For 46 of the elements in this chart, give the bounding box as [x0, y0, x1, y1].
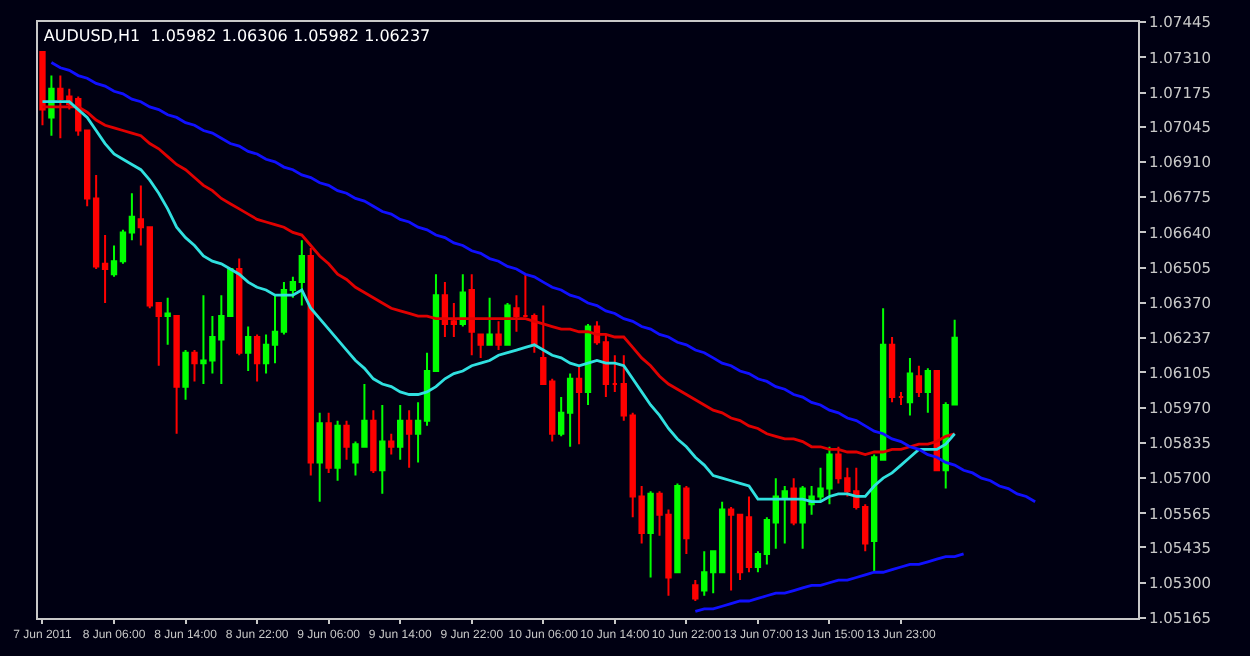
candlestick [191, 349, 198, 383]
candlestick [781, 485, 788, 545]
candlestick [405, 409, 413, 469]
candlestick [164, 296, 171, 346]
candlestick [906, 356, 914, 417]
candlestick [790, 477, 797, 527]
candlestick [343, 419, 350, 461]
candlestick [334, 419, 341, 482]
chart-title: AUDUSD,H1 1.05982 1.06306 1.05982 1.06237 [43, 26, 431, 45]
candlestick [566, 372, 574, 448]
candlestick [298, 239, 306, 307]
candlestick [486, 296, 493, 346]
candlestick [468, 273, 475, 357]
candlestick [504, 302, 511, 346]
candlestick [370, 409, 377, 474]
candlestick [253, 333, 261, 383]
candlestick [924, 367, 932, 414]
candlestick [683, 485, 690, 555]
candlestick [316, 411, 323, 503]
candlestick [397, 403, 404, 461]
candlestick [915, 364, 923, 399]
candlestick [495, 320, 502, 352]
candlestick [236, 257, 243, 357]
candlestick [897, 390, 905, 406]
line-series [693, 552, 965, 613]
candlestick [575, 364, 583, 446]
candlestick [173, 315, 180, 435]
candlestick [727, 505, 735, 592]
candlestick [611, 354, 619, 393]
candlestick [888, 336, 896, 404]
candlestick [39, 51, 46, 127]
candlestick [745, 495, 753, 574]
candlestick [701, 550, 708, 597]
line-series [50, 61, 1037, 504]
candlestick [379, 403, 386, 495]
candlestick [388, 432, 395, 456]
candlestick [692, 579, 699, 602]
candlestick [182, 349, 189, 401]
candlestick [647, 490, 654, 579]
candlestick [325, 411, 332, 474]
candlestick [244, 325, 252, 372]
candlestick [459, 273, 466, 328]
candlestick [307, 247, 314, 477]
candlestick [674, 482, 681, 574]
candlestick [441, 281, 449, 338]
candlestick [477, 333, 484, 359]
